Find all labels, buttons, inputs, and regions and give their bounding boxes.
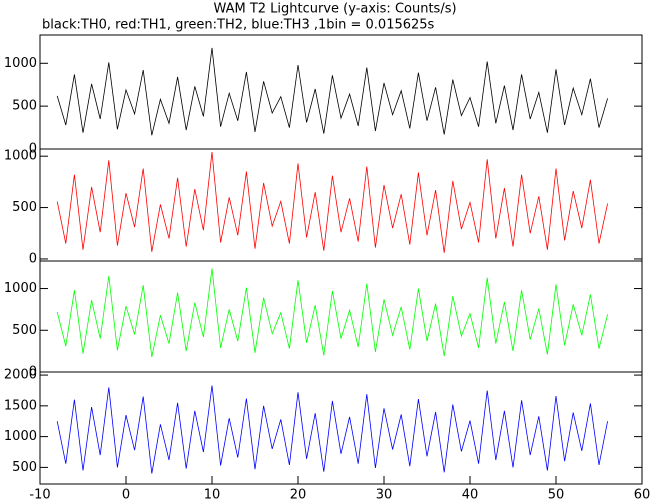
- x-tick-label: 40: [462, 488, 479, 503]
- y-tick-label: 0: [29, 365, 37, 380]
- panel-frame: [39, 371, 643, 485]
- x-tick-label: 10: [204, 488, 221, 503]
- y-tick-label: 500: [12, 200, 37, 215]
- panel-frame: [39, 148, 643, 262]
- x-tick-label: 0: [122, 488, 130, 503]
- panel-frame: [39, 34, 643, 150]
- y-tick-label: 500: [12, 99, 37, 114]
- y-tick-label: 1000: [4, 281, 37, 296]
- x-tick-label: 60: [634, 488, 651, 503]
- y-tick-label: 2000: [4, 368, 37, 383]
- chart-subtitle: black:TH0, red:TH1, green:TH2, blue:TH3 …: [42, 18, 435, 33]
- y-tick-label: 0: [29, 251, 37, 266]
- y-tick-label: 1500: [4, 398, 37, 413]
- x-tick-label: -10: [29, 488, 50, 503]
- y-tick-label: 1000: [4, 56, 37, 71]
- y-tick-label: 500: [12, 323, 37, 338]
- data-line: [56, 268, 608, 358]
- x-tick-label: 20: [290, 488, 307, 503]
- data-line: [56, 152, 608, 253]
- x-tick-label: 50: [548, 488, 565, 503]
- y-tick-label: 1000: [4, 149, 37, 164]
- y-tick-label: 1000: [4, 429, 37, 444]
- y-tick-label: 0: [29, 142, 37, 157]
- x-tick-label: 30: [376, 488, 393, 503]
- y-tick-label: 500: [12, 460, 37, 475]
- chart-title: WAM T2 Lightcurve (y-axis: Counts/s): [213, 2, 456, 17]
- data-line: [56, 385, 608, 474]
- data-line: [56, 47, 608, 136]
